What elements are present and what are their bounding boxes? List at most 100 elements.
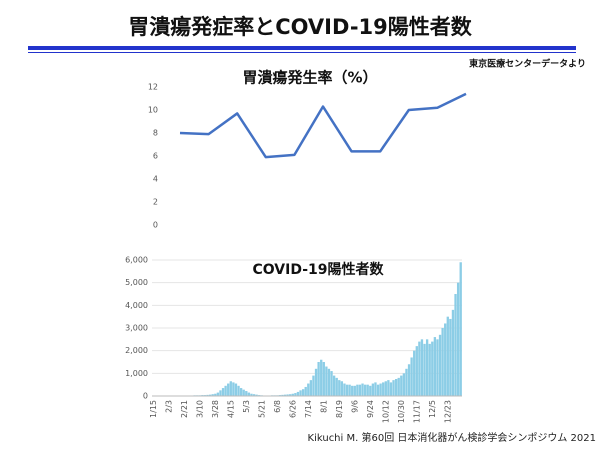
bar (304, 386, 307, 396)
x-tick-label: 3/28 (211, 400, 220, 418)
bar (206, 394, 209, 396)
slide-title: 胃潰瘍発症率とCOVID-19陽性者数 (128, 15, 473, 39)
bar (309, 380, 313, 396)
footer: Kikuchi M. 第60回 日本消化器がん検診学会シンポジウム 2021 (308, 431, 596, 444)
chart-title: 胃潰瘍発生率（%） (242, 69, 377, 87)
bar (237, 385, 240, 396)
bar (291, 393, 294, 396)
x-tick-label: 8/1 (319, 400, 328, 413)
bar (428, 343, 431, 396)
bar (343, 383, 346, 396)
bar (415, 346, 418, 396)
bar (374, 382, 377, 396)
bar (335, 377, 338, 396)
bar (431, 341, 434, 396)
bar (296, 391, 300, 396)
bar (366, 384, 369, 396)
bar (250, 393, 253, 396)
bar (216, 392, 220, 396)
bar (402, 373, 406, 396)
bar (317, 362, 320, 396)
chart-title: COVID-19陽性者数 (252, 261, 384, 278)
x-tick-label: 1/15 (149, 400, 158, 418)
bar (449, 318, 452, 396)
x-tick-label: 8/19 (335, 400, 344, 418)
bar (294, 393, 297, 396)
bar (340, 381, 344, 396)
bar (322, 362, 325, 396)
bar (224, 385, 227, 396)
y-tick-label: 2,000 (125, 346, 148, 355)
bar (420, 339, 424, 396)
bar (392, 380, 395, 396)
bar (301, 389, 305, 396)
bar (382, 382, 385, 396)
bar (363, 384, 367, 396)
bar (289, 394, 292, 396)
title-rule-thin (28, 52, 576, 53)
bar (456, 282, 460, 396)
bar (376, 384, 380, 396)
bar (208, 394, 212, 396)
bar (227, 383, 230, 396)
bar (441, 328, 444, 396)
bar (351, 385, 354, 396)
bar (433, 337, 437, 396)
bar (410, 357, 413, 396)
bar (320, 359, 323, 396)
bar (418, 341, 421, 396)
bar (345, 384, 349, 396)
bar (423, 343, 426, 396)
bar (369, 385, 372, 396)
bar (451, 309, 455, 396)
bar (348, 384, 351, 396)
bar (387, 380, 390, 396)
x-tick-label: 12/5 (428, 400, 437, 418)
bar (239, 388, 243, 396)
bar (255, 394, 258, 396)
bar (286, 394, 289, 396)
bar (299, 390, 302, 396)
x-tick-label: 10/30 (397, 400, 406, 423)
y-tick-label: 10 (148, 106, 158, 115)
bar (405, 368, 408, 396)
x-tick-label: 11/17 (412, 400, 421, 423)
x-tick-label: 6/8 (273, 400, 282, 413)
y-tick-label: 3,000 (125, 324, 148, 333)
bar (221, 388, 225, 396)
bar (371, 383, 375, 396)
bar (234, 383, 238, 396)
bar (446, 316, 449, 396)
bar (252, 394, 256, 396)
bar (394, 379, 398, 396)
bar (425, 339, 429, 396)
bar (211, 394, 214, 396)
bar (444, 323, 447, 396)
bar (353, 385, 356, 396)
source-note: 東京医療センターデータより (469, 58, 586, 70)
x-tick-label: 5/3 (242, 400, 251, 413)
bar (232, 382, 235, 396)
y-tick-label: 12 (148, 83, 158, 92)
y-tick-label: 8 (153, 129, 158, 138)
bar (400, 375, 403, 396)
y-tick-label: 0 (153, 221, 158, 230)
bar (338, 380, 341, 396)
x-tick-label: 2/3 (164, 400, 173, 413)
bar (314, 368, 318, 396)
y-tick-label: 6,000 (125, 256, 148, 265)
bar (281, 394, 284, 396)
x-tick-label: 6/26 (288, 400, 297, 418)
bar (245, 391, 248, 396)
x-tick-label: 2/21 (180, 400, 189, 418)
bar (242, 389, 245, 396)
bar (397, 377, 400, 396)
bar (219, 390, 222, 396)
x-tick-label: 3/10 (195, 400, 204, 418)
x-tick-label: 5/21 (257, 400, 266, 418)
x-tick-label: 10/12 (381, 400, 390, 423)
bar (356, 384, 359, 396)
bar (379, 383, 382, 396)
bar (214, 393, 217, 396)
